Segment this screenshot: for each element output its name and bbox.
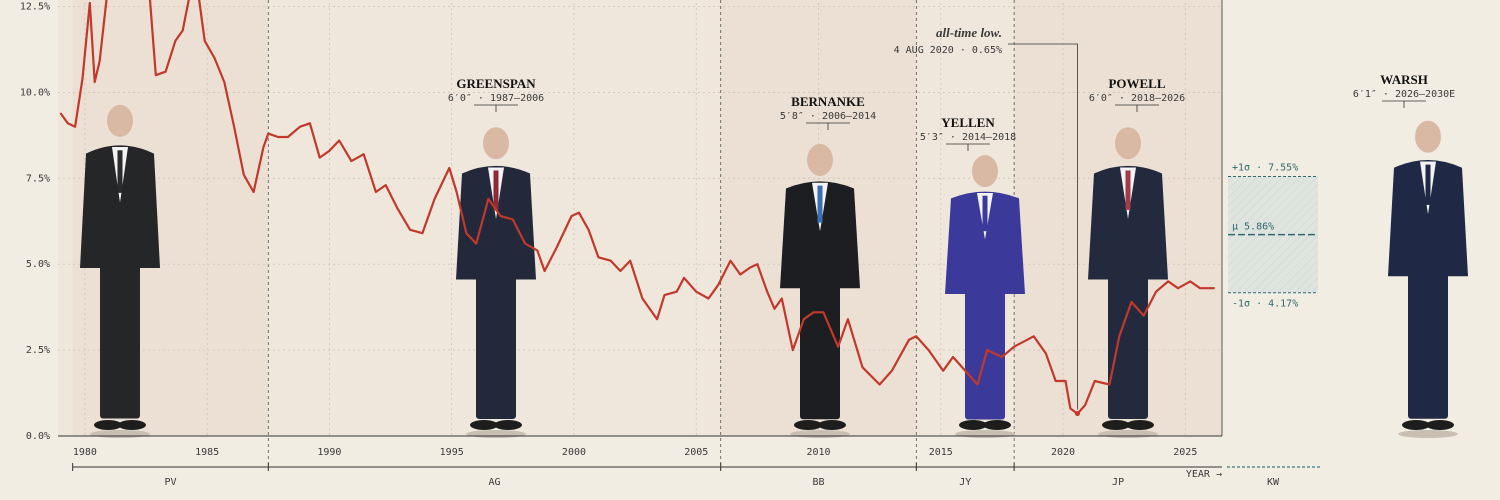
- figure-tie: [1425, 164, 1431, 205]
- x-axis-label: YEAR →: [1186, 469, 1222, 480]
- figure-head: [1415, 120, 1441, 153]
- x-tick-label: 2010: [806, 447, 830, 458]
- era-label: AG: [488, 477, 500, 488]
- figure-torso: [80, 145, 160, 269]
- chair-name: YELLEN: [941, 115, 995, 130]
- figure-torso: [1088, 165, 1168, 280]
- chair-detail: 5′3″ · 2014–2018: [920, 132, 1016, 143]
- chair-name: GREENSPAN: [456, 76, 536, 91]
- y-tick-label: 2.5%: [26, 345, 50, 356]
- figure-shadow: [466, 430, 526, 438]
- figure-torso: [456, 165, 536, 280]
- chair-figure: [945, 155, 1025, 438]
- x-tick-label: 2025: [1173, 447, 1197, 458]
- era-label: BB: [812, 477, 824, 488]
- figure-legs: [1408, 270, 1448, 419]
- figure-shadow: [90, 430, 150, 438]
- chair-detail: 5′8″ · 2006–2014: [780, 111, 876, 122]
- figures: [80, 104, 1468, 438]
- chair-name: BERNANKE: [791, 94, 865, 109]
- figure-shoe: [959, 420, 987, 430]
- figure-shoe: [118, 420, 146, 430]
- figure-shoe: [983, 420, 1011, 430]
- y-tick-label: 5.0%: [26, 259, 50, 270]
- era-label: PV: [164, 477, 176, 488]
- y-tick-label: 0.0%: [26, 431, 50, 442]
- figure-head: [107, 104, 133, 137]
- figure-tie: [1125, 170, 1131, 210]
- annotation-label: 4 AUG 2020 · 0.65%: [894, 45, 1002, 56]
- x-tick-label: 2000: [562, 447, 586, 458]
- annotation-leader: [1008, 43, 1078, 410]
- figure-shoe: [818, 420, 846, 430]
- y-tick-label: 7.5%: [26, 173, 50, 184]
- chair-detail: 6′0″ · 1987–2006: [448, 93, 544, 104]
- chair-figure: [780, 143, 860, 438]
- x-tick-label: 1995: [440, 447, 464, 458]
- figure-shadow: [1398, 430, 1458, 438]
- line-series: [59, 0, 1215, 415]
- chair-detail: 6′0″ · 2018–2026: [1089, 93, 1185, 104]
- figure-legs: [100, 261, 140, 419]
- era-label: JP: [1112, 477, 1124, 488]
- figure-torso: [780, 181, 860, 289]
- chair-figure: [1388, 120, 1468, 438]
- figure-shoe: [1126, 420, 1154, 430]
- forecast-label: KW: [1267, 477, 1280, 488]
- chair-detail: 6′1″ · 2026–2030E: [1353, 89, 1455, 100]
- band-label: +1σ · 7.55%: [1232, 163, 1298, 174]
- figure-legs: [1108, 273, 1148, 419]
- figure-tie: [117, 150, 123, 193]
- figure-shadow: [955, 430, 1015, 438]
- figure-head: [972, 155, 998, 188]
- chair-name: WARSH: [1380, 72, 1428, 87]
- figure-head: [1115, 127, 1141, 160]
- figure-legs: [476, 273, 516, 419]
- figure-head: [807, 143, 833, 176]
- figure-tie: [493, 170, 499, 210]
- band-label: -1σ · 4.17%: [1232, 299, 1298, 310]
- chair-name: POWELL: [1108, 76, 1165, 91]
- band-label: μ 5.86%: [1232, 222, 1274, 233]
- x-tick-label: 1985: [195, 447, 219, 458]
- figure-shoe: [1102, 420, 1130, 430]
- y-tick-label: 10.0%: [20, 87, 50, 98]
- figure-torso: [1388, 159, 1468, 277]
- figure-shoe: [1426, 420, 1454, 430]
- figure-tie: [817, 185, 823, 223]
- annotation-title: all-time low.: [936, 25, 1002, 40]
- foreground: PV AG BB JY JP KW 0.0% 2.5% 5.0% 7.5% 10.0% 12.5% 19…: [20, 0, 1455, 488]
- x-tick-label: 1980: [73, 447, 97, 458]
- figure-legs: [800, 282, 840, 420]
- annotation-point: [1074, 411, 1080, 417]
- figure-shoe: [794, 420, 822, 430]
- figure-shadow: [790, 430, 850, 438]
- figure-shoe: [1402, 420, 1430, 430]
- x-tick-label: 2015: [929, 447, 953, 458]
- x-tick-label: 1990: [317, 447, 341, 458]
- era-label: JY: [959, 477, 971, 488]
- chair-figure: [80, 104, 160, 438]
- grid: [58, 0, 1222, 470]
- figure-tie: [982, 195, 988, 232]
- y-tick-label: 12.5%: [20, 1, 50, 12]
- figure-torso: [945, 191, 1025, 294]
- figure-shoe: [94, 420, 122, 430]
- series: [59, 0, 1215, 415]
- figure-shoe: [494, 420, 522, 430]
- figure-shadow: [1098, 430, 1158, 438]
- x-tick-label: 2020: [1051, 447, 1075, 458]
- backgrounds: [72, 0, 1222, 436]
- x-tick-label: 2005: [684, 447, 708, 458]
- figure-shoe: [470, 420, 498, 430]
- figure-head: [483, 127, 509, 160]
